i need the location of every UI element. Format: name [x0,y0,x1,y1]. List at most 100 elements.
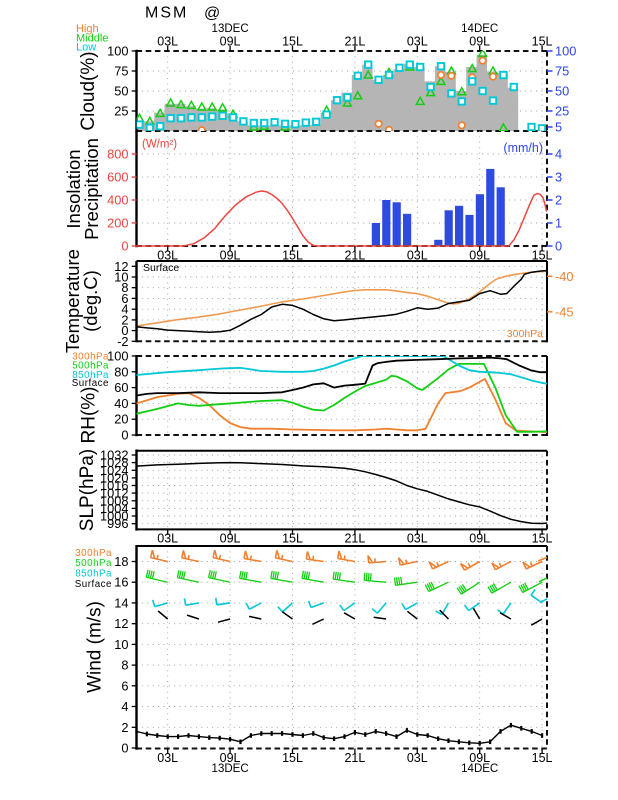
svg-text:1004: 1004 [100,501,128,516]
svg-text:50: 50 [555,84,569,99]
svg-text:12: 12 [114,616,128,631]
svg-text:600: 600 [107,170,128,185]
svg-text:Surface: Surface [143,262,179,274]
svg-text:100: 100 [107,44,128,59]
svg-text:High: High [76,23,99,35]
svg-text:MSM: MSM [145,5,188,22]
svg-text:800: 800 [107,147,128,162]
svg-text:6: 6 [121,291,128,306]
svg-text:15L: 15L [282,248,303,262]
svg-text:09L: 09L [469,751,490,765]
svg-text:8: 8 [121,280,128,295]
svg-text:09L: 09L [469,248,490,262]
svg-text:50: 50 [114,84,128,99]
svg-text:300hPa: 300hPa [75,548,112,559]
svg-text:(mm/h): (mm/h) [503,141,543,155]
svg-text:0: 0 [121,239,128,254]
svg-text:-45: -45 [555,304,574,319]
svg-text:80: 80 [114,364,128,379]
svg-text:15L: 15L [282,751,303,765]
svg-text:2: 2 [555,193,562,208]
svg-text:21L: 21L [344,248,365,262]
svg-text:21L: 21L [344,751,365,765]
svg-text:Insolation: Insolation [63,149,84,228]
svg-text:60: 60 [114,380,128,395]
svg-text:1020: 1020 [100,470,128,485]
svg-text:75: 75 [555,64,569,79]
svg-text:1008: 1008 [100,493,128,508]
svg-text:75: 75 [114,64,128,79]
svg-text:(deg.C): (deg.C) [80,270,101,332]
svg-text:850hPa: 850hPa [72,370,109,381]
svg-text:5: 5 [555,120,562,135]
svg-text:Middle: Middle [76,32,108,44]
svg-text:Temperature: Temperature [62,249,83,353]
svg-text:1032: 1032 [100,448,128,463]
svg-text:15L: 15L [282,532,303,546]
svg-text:13DEC: 13DEC [212,763,249,775]
svg-text:03L: 03L [407,248,428,262]
svg-text:Low: Low [76,42,96,54]
svg-text:40: 40 [114,396,128,411]
svg-text:850hPa: 850hPa [75,568,112,579]
svg-text:03L: 03L [407,35,428,49]
svg-text:-40: -40 [555,269,574,284]
svg-text:14DEC: 14DEC [461,763,498,775]
svg-text:2: 2 [121,312,128,327]
svg-text:Surface: Surface [75,579,112,590]
svg-text:2: 2 [121,720,128,735]
svg-text:09L: 09L [220,532,241,546]
svg-text:03L: 03L [157,35,178,49]
svg-text:03L: 03L [157,532,178,546]
svg-text:1028: 1028 [100,455,128,470]
svg-text:1024: 1024 [100,463,128,478]
svg-text:4: 4 [121,699,128,714]
svg-text:300hPa: 300hPa [507,328,543,340]
svg-text:21L: 21L [344,532,365,546]
svg-text:1016: 1016 [100,478,128,493]
svg-text:0: 0 [121,323,128,338]
svg-text:20: 20 [114,412,128,427]
svg-text:300hPa: 300hPa [72,352,109,363]
svg-text:25: 25 [114,104,128,119]
svg-text:SLP(hPa): SLP(hPa) [77,449,98,531]
svg-text:Cloud(%): Cloud(%) [78,51,99,130]
svg-text:12: 12 [114,259,128,274]
svg-text:21L: 21L [344,35,365,49]
svg-text:10: 10 [114,637,128,652]
svg-text:09L: 09L [220,751,241,765]
svg-text:4: 4 [555,147,562,162]
svg-text:16: 16 [114,575,128,590]
svg-text:4: 4 [121,302,128,317]
svg-text:18: 18 [114,554,128,569]
svg-text:996: 996 [107,516,128,531]
svg-text:@: @ [204,5,220,22]
svg-text:0: 0 [121,428,128,443]
svg-text:200: 200 [107,216,128,231]
svg-text:Precipitation: Precipitation [81,138,102,240]
svg-text:15L: 15L [532,532,553,546]
svg-text:03L: 03L [407,532,428,546]
svg-text:03L: 03L [157,248,178,262]
svg-text:03L: 03L [157,751,178,765]
svg-text:15L: 15L [532,35,553,49]
svg-text:6: 6 [121,678,128,693]
svg-text:09L: 09L [469,35,490,49]
svg-text:(W/m²): (W/m²) [142,139,177,151]
svg-text:03L: 03L [407,751,428,765]
svg-text:15L: 15L [532,751,553,765]
svg-text:14DEC: 14DEC [461,23,498,35]
svg-text:0: 0 [555,239,562,254]
svg-text:100: 100 [555,44,576,59]
svg-text:15L: 15L [532,248,553,262]
svg-text:100: 100 [107,349,128,364]
svg-text:Surface: Surface [72,378,109,389]
svg-text:500hPa: 500hPa [75,558,112,569]
svg-text:1000: 1000 [100,509,128,524]
svg-text:1: 1 [555,216,562,231]
svg-text:09L: 09L [220,35,241,49]
svg-text:Wind (m/s): Wind (m/s) [85,601,106,693]
svg-text:-2: -2 [117,334,128,349]
svg-text:09L: 09L [220,248,241,262]
svg-text:500hPa: 500hPa [72,361,109,372]
